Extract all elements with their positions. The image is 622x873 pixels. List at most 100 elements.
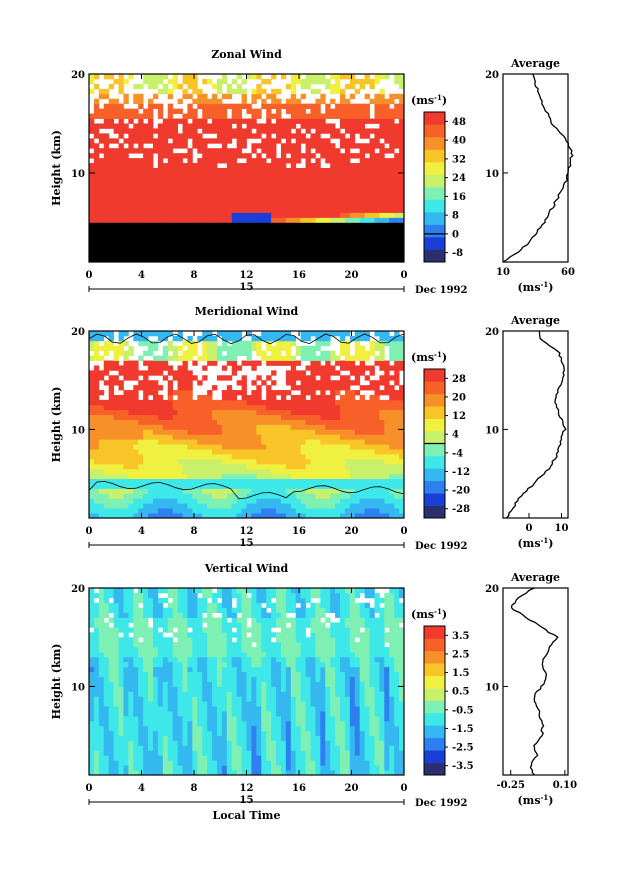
heatmap-cell bbox=[280, 444, 287, 450]
heatmap-cell bbox=[202, 419, 208, 425]
heatmap-cell bbox=[335, 202, 341, 208]
heatmap-cell bbox=[315, 103, 321, 110]
heatmap-cell bbox=[379, 242, 385, 248]
heatmap-cell bbox=[216, 424, 223, 430]
heatmap-cell bbox=[320, 74, 326, 80]
heatmap-cell bbox=[128, 745, 134, 751]
heatmap-cell bbox=[256, 232, 262, 238]
heatmap-cell bbox=[123, 444, 129, 450]
heatmap-cell bbox=[349, 138, 356, 144]
heatmap-cell bbox=[394, 158, 400, 164]
heatmap-cell bbox=[300, 473, 306, 480]
heatmap-cell bbox=[152, 750, 159, 756]
heatmap-cell bbox=[157, 498, 164, 504]
heatmap-cell bbox=[202, 513, 208, 519]
heatmap-cell bbox=[236, 335, 242, 342]
heatmap-cell bbox=[89, 588, 95, 594]
heatmap-cell bbox=[167, 720, 174, 727]
heatmap-cell bbox=[108, 380, 115, 386]
heatmap-cell bbox=[167, 607, 174, 613]
heatmap-cell bbox=[389, 192, 395, 199]
heatmap-cell bbox=[89, 182, 95, 189]
heatmap-cell bbox=[374, 513, 380, 519]
heatmap-cell bbox=[335, 449, 341, 455]
heatmap-cell bbox=[89, 617, 95, 623]
heatmap-cell bbox=[359, 414, 366, 420]
heatmap-cell bbox=[152, 458, 159, 465]
heatmap-cell bbox=[187, 182, 193, 189]
heatmap-cell bbox=[256, 143, 262, 149]
heatmap-cell bbox=[133, 83, 139, 90]
heatmap-cell bbox=[133, 237, 139, 243]
heatmap-cell bbox=[108, 424, 115, 430]
heatmap-cell bbox=[231, 365, 238, 371]
heatmap-cell bbox=[157, 622, 164, 628]
heatmap-cell bbox=[133, 503, 139, 509]
heatmap-cell bbox=[285, 508, 292, 514]
heatmap-cell bbox=[384, 439, 390, 445]
heatmap-cell bbox=[340, 113, 346, 119]
heatmap-cell bbox=[236, 439, 242, 445]
heatmap-cell bbox=[128, 493, 134, 499]
heatmap-cell bbox=[399, 404, 405, 411]
heatmap-cell bbox=[103, 409, 110, 416]
heatmap-cell bbox=[349, 103, 356, 110]
heatmap-cell bbox=[305, 153, 311, 159]
heatmap-cell bbox=[108, 627, 115, 633]
heatmap-cell bbox=[335, 242, 341, 248]
heatmap-cell bbox=[330, 252, 336, 258]
heatmap-cell bbox=[103, 671, 110, 677]
heatmap-cell bbox=[285, 133, 292, 139]
heatmap-cell bbox=[93, 735, 100, 741]
heatmap-cell bbox=[221, 468, 228, 475]
heatmap-cell bbox=[118, 740, 124, 746]
heatmap-cell bbox=[192, 138, 198, 144]
heatmap-cell bbox=[182, 222, 188, 228]
heatmap-cell bbox=[202, 375, 208, 381]
heatmap-cell bbox=[103, 429, 110, 435]
heatmap-cell bbox=[162, 735, 169, 741]
heatmap-cell bbox=[389, 488, 395, 494]
heatmap-cell bbox=[207, 128, 213, 134]
heatmap-cell bbox=[89, 508, 95, 514]
heatmap-cell bbox=[113, 429, 119, 435]
heatmap-cell bbox=[325, 350, 331, 356]
heatmap-cell bbox=[167, 642, 174, 648]
heatmap-cell bbox=[148, 232, 154, 238]
heatmap-cell bbox=[384, 202, 390, 208]
heatmap-cell bbox=[320, 187, 326, 194]
heatmap-cell bbox=[123, 252, 129, 258]
heatmap-cell bbox=[148, 696, 154, 702]
heatmap-cell bbox=[108, 607, 115, 613]
heatmap-cell bbox=[295, 444, 302, 450]
heatmap-cell bbox=[138, 696, 144, 702]
heatmap-cell bbox=[113, 237, 119, 243]
heatmap-cell bbox=[128, 197, 134, 204]
heatmap-cell bbox=[148, 642, 154, 648]
heatmap-cell bbox=[231, 498, 238, 504]
heatmap-cell bbox=[162, 153, 169, 159]
heatmap-cell bbox=[241, 88, 247, 95]
heatmap-cell bbox=[93, 730, 100, 737]
heatmap-cell bbox=[389, 177, 395, 184]
heatmap-cell bbox=[359, 463, 366, 470]
heatmap-cell bbox=[103, 735, 110, 741]
heatmap-cell bbox=[256, 192, 262, 199]
heatmap-cell bbox=[118, 163, 124, 169]
heatmap-cell bbox=[93, 488, 100, 494]
heatmap-cell bbox=[148, 612, 154, 618]
heatmap-cell bbox=[177, 488, 183, 494]
heatmap-cell bbox=[236, 449, 242, 455]
heatmap-cell bbox=[162, 168, 169, 174]
heatmap-cell bbox=[285, 192, 292, 199]
heatmap-cell bbox=[251, 498, 257, 504]
heatmap-cell bbox=[128, 172, 134, 179]
heatmap-cell bbox=[261, 449, 267, 455]
heatmap-cell bbox=[320, 331, 326, 337]
heatmap-cell bbox=[330, 399, 336, 406]
heatmap-cell bbox=[207, 217, 213, 223]
heatmap-cell bbox=[236, 177, 242, 184]
heatmap-cell bbox=[162, 622, 169, 628]
heatmap-cell bbox=[325, 182, 331, 189]
heatmap-cell bbox=[162, 498, 169, 504]
